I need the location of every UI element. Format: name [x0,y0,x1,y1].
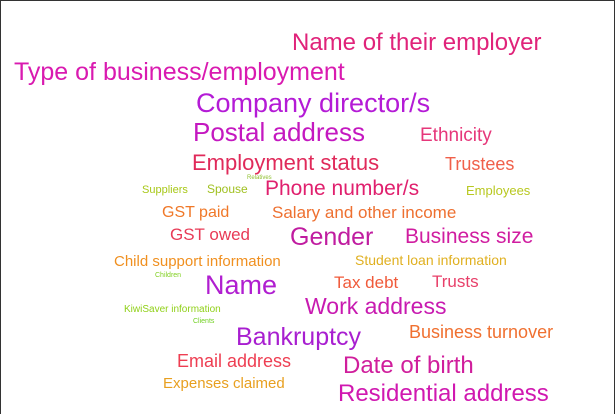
word: Work address [305,293,446,319]
word: Ethnicity [420,125,492,146]
word: Date of birth [343,352,474,379]
word: Relatives [247,175,272,181]
word: Name [205,270,277,300]
word: Business turnover [409,322,553,342]
word: GST paid [162,204,229,221]
word: Children [155,272,181,279]
word: Salary and other income [272,203,456,222]
word: Email address [177,351,291,371]
word: Tax debt [334,273,399,292]
word: Suppliers [142,184,188,196]
word: Company director/s [196,88,430,118]
word: Business size [405,225,533,248]
word: KiwiSaver information [124,304,221,315]
word: Trusts [432,272,479,291]
word: Expenses claimed [163,375,285,392]
word: GST owed [170,225,250,244]
word: Bankruptcy [236,323,362,351]
word: Employees [466,183,531,198]
word: Student loan information [355,252,507,268]
word: Residential address [338,380,549,407]
word: Gender [290,223,373,251]
word: Child support information [114,253,281,270]
word: Spouse [207,182,248,196]
word: Type of business/employment [14,58,345,86]
word: Phone number/s [265,177,419,200]
word: Name of their employer [292,29,541,56]
word: Clients [193,318,215,325]
word: Postal address [193,117,365,147]
word: Trustees [445,154,514,174]
word: Employment status [192,150,379,175]
